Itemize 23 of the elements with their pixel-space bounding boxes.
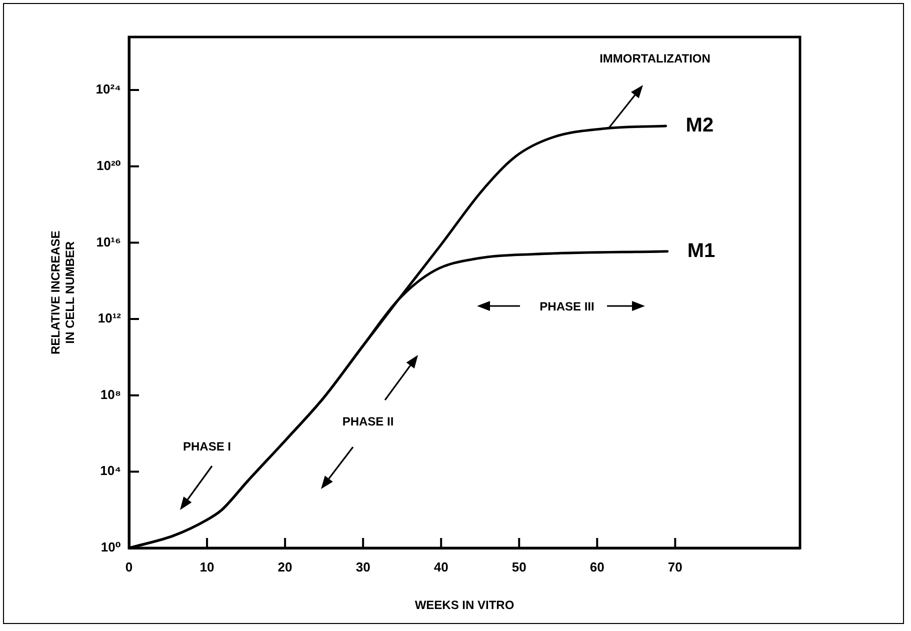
y-tick-label: 10⁸ [100, 386, 121, 402]
annotation: PHASE II [342, 414, 394, 428]
x-tick-label: 70 [668, 559, 682, 574]
y-tick-label: 10¹⁶ [96, 234, 122, 250]
x-axis-title: WEEKS IN VITRO [414, 598, 514, 612]
x-tick-label: 40 [434, 559, 448, 574]
series-label: M2 [686, 114, 714, 137]
y-axis-title: RELATIVE INCREASE IN CELL NUMBER [48, 230, 77, 354]
x-tick-label: 50 [512, 559, 526, 574]
annotation: PHASE I [182, 439, 232, 454]
y-tick-label: 10¹² [98, 310, 122, 326]
x-tick-label: 0 [125, 559, 133, 574]
series-label: M1 [687, 240, 716, 262]
y-tick-label: 10²⁰ [96, 158, 122, 173]
x-tick-label: 30 [356, 559, 370, 574]
x-tick-label: 20 [278, 559, 292, 574]
x-tick-label: 10 [200, 559, 214, 574]
x-tick-label: 60 [590, 559, 604, 574]
y-tick-label: 10⁰ [100, 540, 122, 555]
y-tick-label: 10⁴ [100, 463, 121, 478]
annotation: IMMORTALIZATION [600, 51, 710, 66]
annotation: PHASE III [540, 299, 594, 314]
y-tick-label: 10²⁴ [96, 82, 121, 97]
